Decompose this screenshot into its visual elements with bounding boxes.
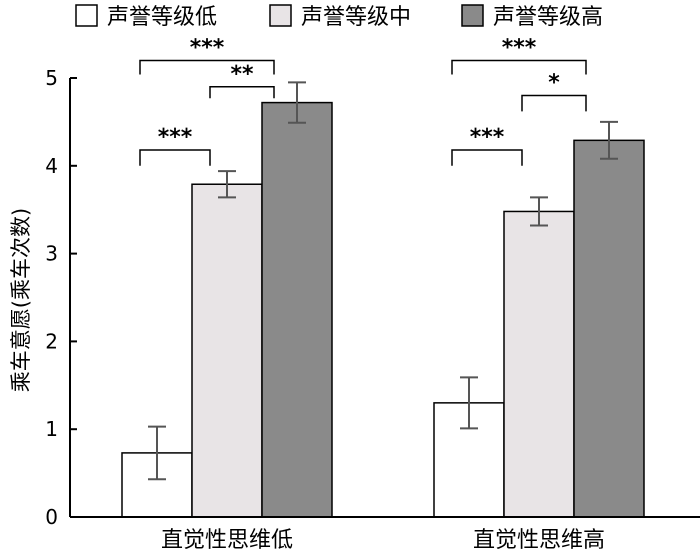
significance-bracket [521,94,587,112]
legend-swatch [461,4,484,27]
significance-label: *** [470,125,505,150]
significance-label: *** [158,125,193,150]
y-tick-label: 4 [45,154,58,178]
y-tick-label: 2 [45,329,58,353]
error-bars [148,81,618,481]
legend: 声誉等级低 声誉等级中 声誉等级高 [75,4,603,30]
significance-bracket [209,86,275,99]
y-tick-label: 1 [45,417,58,441]
legend-swatch [269,4,292,27]
significance-bracket [451,59,587,75]
significance-label: *** [502,35,537,60]
x-axis-categories: 直觉性思维低 直觉性思维高 [161,528,605,553]
bar [503,210,575,518]
y-tick-label: 3 [45,242,58,266]
significance-label: *** [190,35,225,60]
significance-bracket [139,59,275,75]
legend-swatch [75,4,98,27]
significance-bracket [451,149,523,166]
legend-label: 声誉等级低 [107,5,217,30]
bar [573,139,645,518]
significance-label: ** [230,62,254,87]
legend-label: 声誉等级高 [493,5,603,30]
y-axis-title: 乘车意愿(乘车次数) [9,208,33,392]
y-axis-ticks: 0 1 2 3 4 5 [45,66,77,529]
legend-label: 声誉等级中 [301,5,411,30]
bars [121,101,645,518]
y-tick-label: 5 [45,66,58,90]
significance-brackets: *************** [139,35,587,166]
bar [191,183,263,518]
y-tick-label: 0 [45,505,58,529]
bar [261,101,333,518]
significance-label: * [548,71,560,96]
x-category-label: 直觉性思维低 [161,528,293,553]
significance-bracket [139,149,211,166]
x-category-label: 直觉性思维高 [473,528,605,553]
